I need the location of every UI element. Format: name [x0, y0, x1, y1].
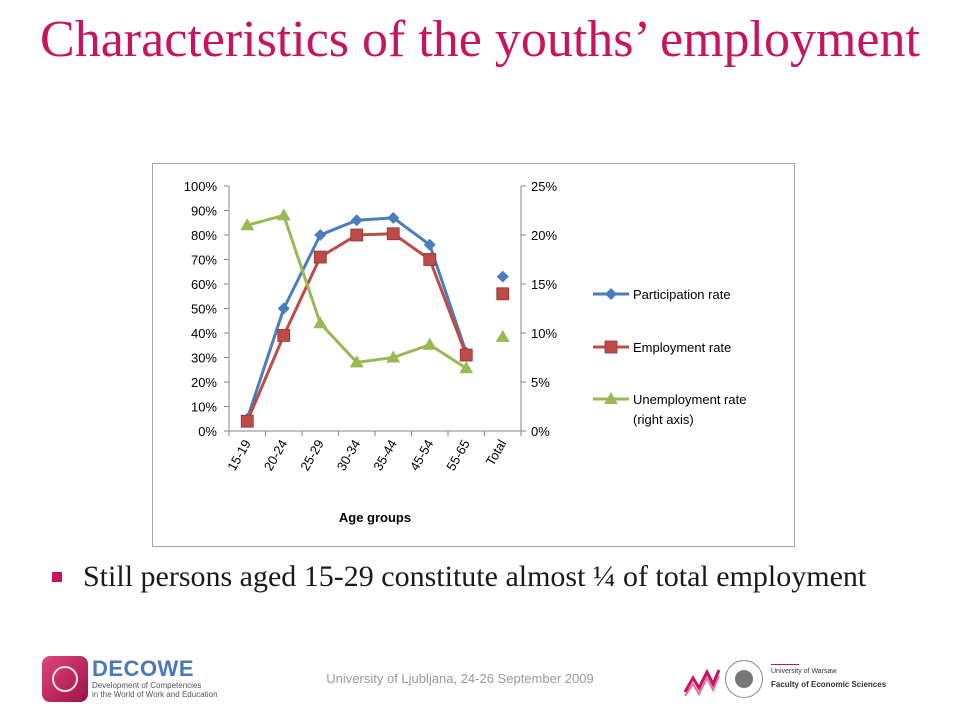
data-point-triangle: [276, 208, 291, 221]
decowe-logo-name: DECOWE: [92, 656, 194, 681]
x-tick-label: 20-24: [261, 437, 291, 473]
data-point-square: [240, 414, 254, 428]
x-tick-label: 15-19: [224, 437, 254, 473]
legend-marker-triangle: [604, 392, 618, 404]
line-chart: 0% 10% 20% 30% 40% 50% 60% 70% 80% 90% 100% 0% 5% 10%…: [184, 179, 747, 525]
uw-logo-line2: Faculty of Economic Sciences: [771, 680, 887, 689]
data-point-diamond: [496, 270, 509, 283]
x-tick-label: 55-65: [443, 437, 473, 473]
university-crest-icon: [725, 660, 763, 698]
legend-marker-diamond: [605, 288, 617, 300]
legend-label: (right axis): [633, 412, 694, 427]
data-point-triangle: [313, 316, 328, 329]
legend-marker-square: [604, 340, 618, 354]
decowe-emblem-icon: [42, 656, 88, 702]
data-point-triangle: [459, 361, 474, 374]
y-left-tick-label: 90%: [191, 204, 217, 219]
bullet-square-icon: [52, 572, 62, 582]
y-left-tick-label: 50%: [191, 302, 217, 317]
data-point-diamond: [350, 214, 363, 227]
data-point-square: [496, 287, 510, 301]
data-point-diamond: [277, 302, 290, 315]
y-left-tick-label: 40%: [191, 326, 217, 341]
y-left-tick-label: 0%: [198, 424, 217, 439]
y-right-tick-label: 5%: [531, 375, 550, 390]
series-line-1: [245, 216, 468, 420]
uw-logo-line1: University of Warsaw: [771, 668, 837, 675]
university-of-warsaw-logo: University of Warsaw Faculty of Economic…: [683, 660, 908, 702]
legend-label: Unemployment rate: [633, 392, 746, 407]
y-right-tick-label: 25%: [531, 179, 557, 194]
data-point-square: [386, 227, 400, 241]
x-axis-title: Age groups: [339, 510, 411, 525]
y-left-tick-label: 100%: [184, 179, 218, 194]
x-tick-label: 35-44: [370, 437, 400, 473]
y-left-tick-label: 60%: [191, 277, 217, 292]
legend-label: Participation rate: [633, 287, 731, 302]
x-tick-label: 45-54: [407, 437, 437, 473]
data-point-triangle: [240, 218, 255, 231]
y-left-tick-label: 30%: [191, 351, 217, 366]
y-left-tick-label: 10%: [191, 400, 217, 415]
slide-title: Characteristics of the youths’ employmen…: [40, 11, 920, 68]
y-right-tick-label: 15%: [531, 277, 557, 292]
data-point-triangle: [349, 355, 364, 368]
decowe-subtitle-line2: in the World of Work and Education: [92, 690, 218, 699]
y-left-tick-label: 80%: [191, 228, 217, 243]
data-point-square: [350, 228, 364, 242]
data-point-diamond: [423, 238, 436, 251]
data-point-diamond: [387, 211, 400, 224]
data-point-triangle: [386, 350, 401, 363]
data-point-triangle: [495, 329, 510, 342]
data-point-square: [277, 329, 291, 342]
data-point-triangle: [422, 337, 437, 350]
y-right-tick-label: 0%: [531, 424, 550, 439]
x-tick-label: Total: [483, 437, 510, 468]
data-point-square: [423, 253, 437, 266]
uw-accent-rule: [771, 664, 799, 665]
bullet-text: Still persons aged 15-29 constitute almo…: [83, 560, 867, 593]
wne-mark-icon: [683, 668, 721, 696]
decowe-logo-subtitle: Development of Competencies in the World…: [92, 681, 218, 699]
y-right-tick-label: 20%: [531, 228, 557, 243]
data-point-square: [459, 348, 473, 362]
decowe-logo: DECOWE Development of Competencies in th…: [42, 656, 242, 702]
y-left-tick-label: 70%: [191, 253, 217, 268]
footer-text: University of Ljubljana, 24-26 September…: [326, 671, 594, 686]
decowe-subtitle-line1: Development of Competencies: [92, 681, 202, 690]
legend-label: Employment rate: [633, 340, 731, 355]
chart-frame: 0% 10% 20% 30% 40% 50% 60% 70% 80% 90% 100% 0% 5% 10%…: [152, 163, 795, 547]
x-tick-label: 30-34: [334, 437, 364, 473]
y-left-tick-label: 20%: [191, 375, 217, 390]
x-tick-label: 25-29: [297, 437, 327, 473]
data-point-square: [313, 250, 327, 264]
data-point-diamond: [314, 229, 327, 241]
y-right-tick-label: 10%: [531, 326, 557, 341]
